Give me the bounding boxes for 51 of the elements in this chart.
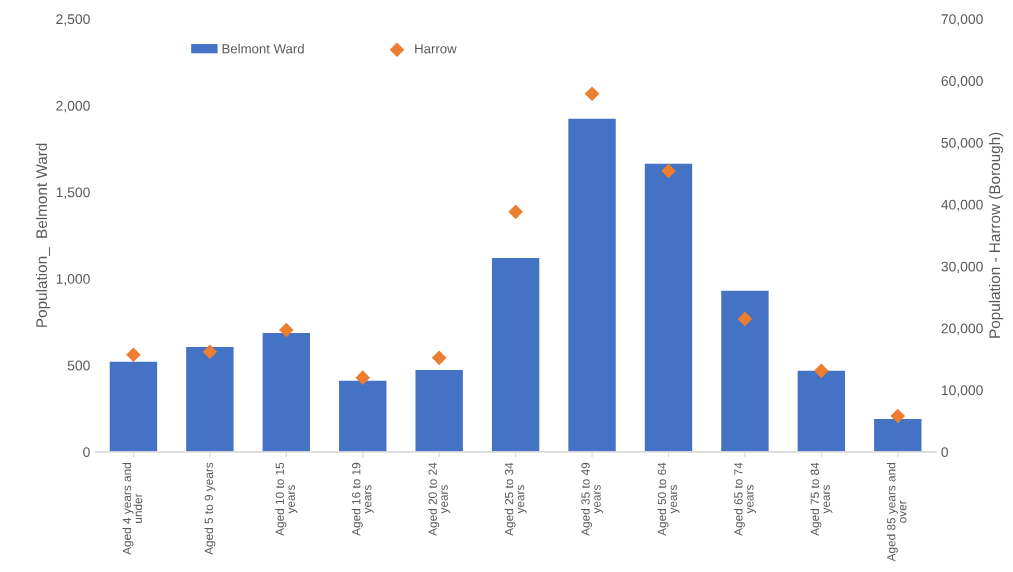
bar [491,257,540,452]
bar [874,418,922,452]
y2-tick-label: 60,000 [941,76,983,88]
bar [568,118,616,452]
y-tick-label: 1,500 [56,187,90,199]
point [279,322,294,338]
bar [339,380,387,452]
point [126,347,141,363]
y-tick-label: 1,000 [56,274,90,286]
bar [415,369,463,452]
point [202,344,218,359]
y-axis-title: Population_ Belmont Ward [35,143,51,327]
x-tick-label: Aged 65 to 74 years [733,462,756,536]
x-tick-label: Aged 4 years and under [122,463,143,555]
point [661,163,676,179]
y2-tick-label: 0 [941,447,949,458]
point [584,86,600,102]
point [737,311,753,327]
bar [797,370,846,452]
x-tick-label: Aged 85 years and over [886,463,907,562]
x-tick-label: Aged 16 to 19 years [351,462,374,536]
point [431,350,447,366]
x-tick-label: Aged 10 to 15 years [275,462,298,536]
y2-tick-label: 30,000 [941,261,983,274]
y-tick-label: 0 [83,447,90,458]
y2-tick-label: 10,000 [941,385,983,397]
y2-axis-title: Population - Harrow (Borough) [988,132,1004,338]
x-tick-label: Aged 50 to 64 years [657,462,680,536]
point [890,408,906,424]
y2-tick-label: 70,000 [941,14,983,26]
y2-tick-label: 20,000 [941,323,983,335]
point [814,363,829,379]
x-tick-label: Aged 35 to 49 years [581,462,604,536]
x-tick-label: Aged 25 to 34 years [504,462,527,536]
legend-label: Belmont Ward [222,43,304,54]
bar [109,361,158,452]
bar [644,163,693,452]
x-tick-label: Aged 75 to 84 years [810,462,833,536]
y-tick-label: 2,500 [56,14,90,26]
y-tick-label: 2,000 [56,100,90,113]
bar [721,290,769,452]
y-tick-label: 500 [67,360,90,371]
bar [186,346,234,452]
legend-label: Harrow [415,44,457,54]
bar [262,332,311,452]
point [355,370,371,385]
y2-tick-label: 40,000 [941,199,983,212]
point [508,204,523,220]
x-tick-label: Aged 20 to 24 years [428,462,451,536]
x-tick-label: Aged 5 to 9 years [204,462,216,555]
y2-tick-label: 50,000 [941,137,983,150]
